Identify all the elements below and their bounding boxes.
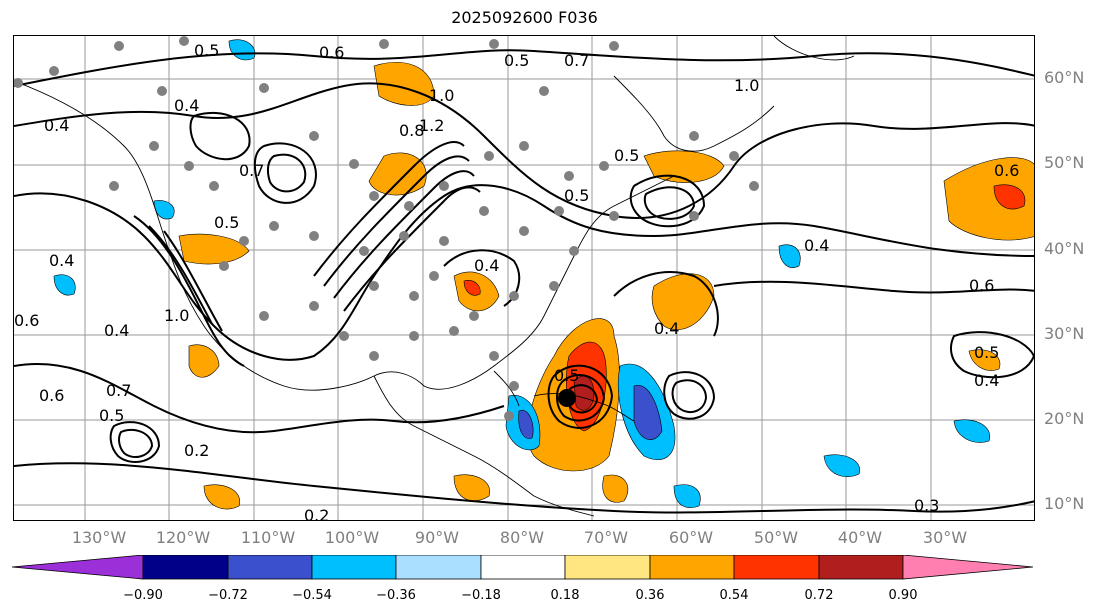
colorbar-tick-label: 0.54 (719, 588, 749, 603)
contour-label: 0.2 (184, 441, 209, 460)
contour-label: 0.6 (994, 161, 1019, 180)
lat-label: 40°N (1044, 239, 1085, 258)
colorbar-tick-label: −0.18 (461, 588, 501, 603)
lon-label: 130°W (71, 528, 127, 547)
shaded-field (53, 39, 1034, 510)
colorbar-swatch (11, 555, 144, 580)
lat-label: 50°N (1044, 153, 1085, 172)
lat-label: 20°N (1044, 409, 1085, 428)
contour-label: 0.4 (174, 96, 199, 115)
colorbar-swatch (902, 555, 1034, 580)
contour-label-layer: 0.5 0.6 0.5 0.7 1.0 0.4 0.4 0.7 1.2 1.0 … (14, 41, 1019, 521)
colorbar-tick-label: 0.90 (888, 588, 918, 603)
contour-label: 0.5 (974, 343, 999, 362)
contour-label: 0.4 (654, 319, 679, 338)
colorbar-tick-label: 0.18 (550, 588, 580, 603)
contour-label: 0.5 (554, 366, 579, 385)
colorbar-tick-label: −0.90 (123, 588, 163, 603)
contour-label: 0.5 (214, 213, 239, 232)
contour-label: 0.4 (974, 371, 999, 390)
lat-label: 10°N (1044, 494, 1085, 513)
contour-label: 0.5 (99, 406, 124, 425)
lon-label: 30°W (922, 528, 968, 547)
colorbar-tick-label: 0.72 (804, 588, 834, 603)
lon-label: 110°W (240, 528, 296, 547)
map-canvas: 0.5 0.6 0.5 0.7 1.0 0.4 0.4 0.7 1.2 1.0 … (14, 36, 1034, 521)
colorbar-swatch (564, 555, 651, 580)
contour-label: 0.3 (914, 496, 939, 515)
contour-label: 0.7 (106, 381, 131, 400)
storm-center-marker (558, 389, 576, 407)
contour-label: 0.6 (39, 386, 64, 405)
colorbar-tick-label: −0.36 (376, 588, 416, 603)
colorbar-swatch (480, 555, 566, 580)
colorbar-swatch (818, 555, 904, 580)
contour-label: 0.4 (44, 116, 69, 135)
lon-label: 100°W (324, 528, 380, 547)
contour-label: 0.5 (614, 146, 639, 165)
colorbar-swatch (142, 555, 229, 580)
contour-label: 1.0 (734, 76, 759, 95)
contour-label: 0.4 (474, 256, 499, 275)
lon-label: 120°W (155, 528, 211, 547)
contour-label: 0.7 (564, 51, 589, 70)
contour-label: 0.5 (194, 41, 219, 60)
colorbar-tick-label: −0.72 (208, 588, 248, 603)
lat-label: 60°N (1044, 68, 1085, 87)
contour-label: 0.4 (804, 236, 829, 255)
contour-label: 0.4 (49, 251, 74, 270)
lon-label: 50°W (753, 528, 799, 547)
lon-label: 40°W (837, 528, 883, 547)
contour-label: 0.7 (239, 161, 264, 180)
lon-label: 90°W (414, 528, 460, 547)
contour-label: 0.5 (504, 51, 529, 70)
contour-label: 1.0 (164, 306, 189, 325)
contour-label: 0.8 (399, 121, 424, 140)
contour-label: 0.6 (319, 43, 344, 62)
contour-label: 0.2 (304, 506, 329, 521)
contour-label: 0.5 (564, 186, 589, 205)
contour-label: 1.2 (419, 116, 444, 135)
lon-label: 80°W (499, 528, 545, 547)
colorbar-swatch (733, 555, 820, 580)
map-panel: 0.5 0.6 0.5 0.7 1.0 0.4 0.4 0.7 1.2 1.0 … (13, 35, 1035, 521)
colorbar-tick-label: 0.36 (635, 588, 665, 603)
colorbar-swatch (649, 555, 735, 580)
contour-label: 0.6 (969, 276, 994, 295)
colorbar-swatch (395, 555, 482, 580)
colorbar-tick-label: −0.54 (292, 588, 332, 603)
colorbar-swatch (311, 555, 397, 580)
lat-label: 30°N (1044, 324, 1085, 343)
colorbar (11, 555, 1034, 580)
lon-label: 60°W (668, 528, 714, 547)
lon-label: 70°W (583, 528, 629, 547)
contour-label: 1.0 (429, 86, 454, 105)
station-dots (14, 36, 759, 421)
contour-label: 0.4 (104, 321, 129, 340)
contour-label: 0.6 (14, 311, 39, 330)
contours (14, 49, 1034, 514)
map-title: 2025092600 F036 (451, 8, 598, 27)
colorbar-swatch (227, 555, 313, 580)
